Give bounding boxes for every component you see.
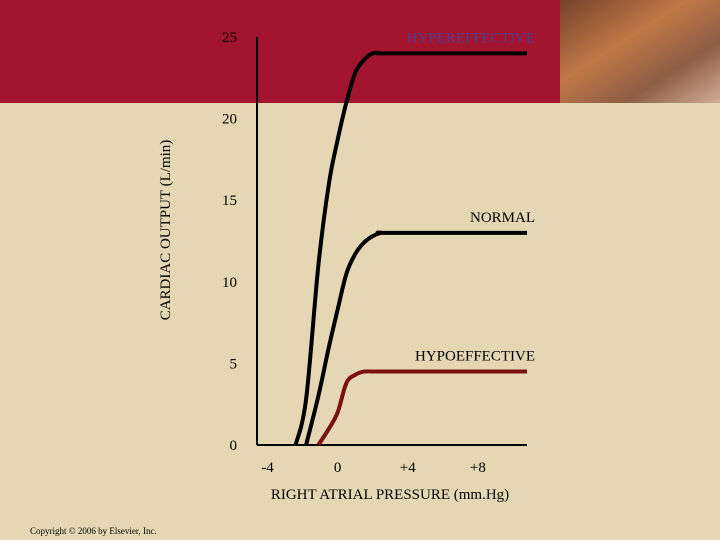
curve-label: NORMAL: [470, 210, 535, 226]
x-tick-label: +8: [470, 460, 486, 476]
curve: [293, 50, 527, 446]
y-tick-label: 15: [222, 193, 237, 209]
curve: [304, 230, 527, 446]
y-tick-label: 25: [222, 30, 237, 46]
x-tick-label: +4: [400, 460, 416, 476]
y-axis-label: CARDIAC OUTPUT (L/min): [158, 140, 174, 321]
curve-label: HYPOEFFECTIVE: [415, 349, 535, 365]
x-axis-label: RIGHT ATRIAL PRESSURE (mm.Hg): [271, 487, 509, 503]
y-tick-label: 0: [230, 438, 238, 454]
decoration: [560, 0, 720, 103]
x-tick-label: -4: [261, 460, 274, 476]
curve: [316, 369, 527, 447]
curve-label: HYPEREFFECTIVE: [407, 30, 535, 46]
x-tick-label: 0: [334, 460, 342, 476]
copyright: Copyright © 2006 by Elsevier, Inc.: [30, 526, 157, 536]
y-tick-label: 10: [222, 275, 237, 291]
y-tick-label: 5: [230, 356, 238, 372]
y-tick-label: 20: [222, 112, 237, 128]
